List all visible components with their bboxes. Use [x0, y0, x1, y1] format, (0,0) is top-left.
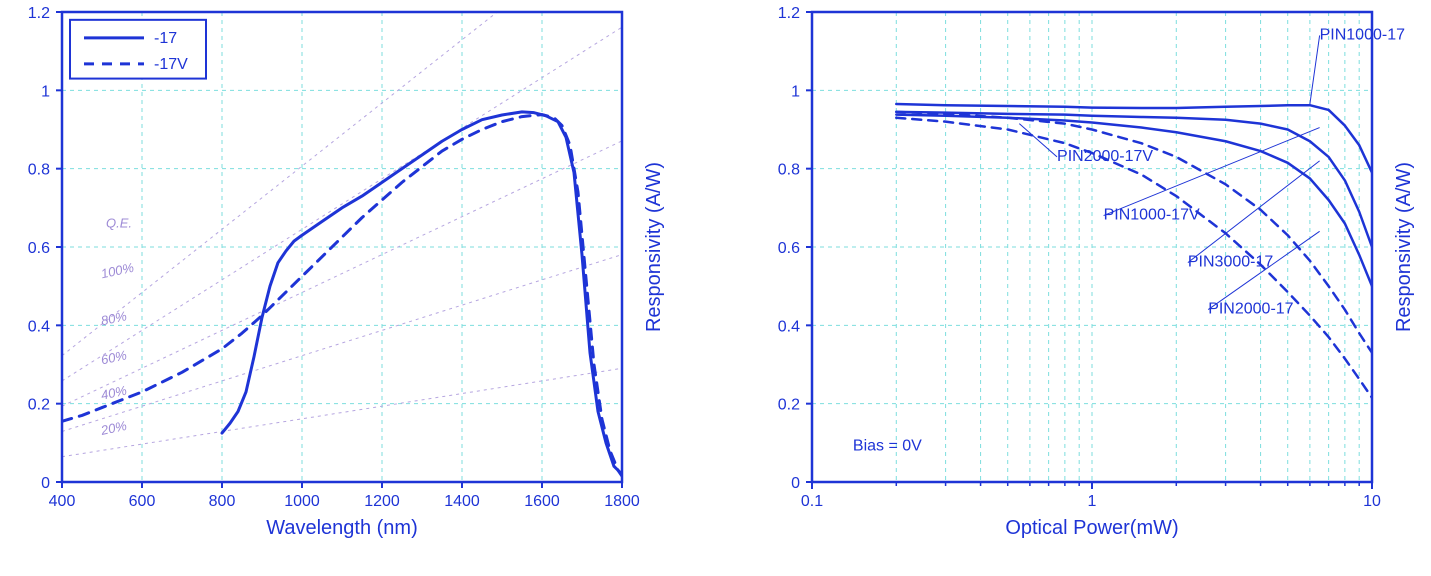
- x-tick-label: 1000: [284, 493, 320, 510]
- y-tick-label: 0.2: [778, 397, 800, 414]
- y-tick-label: 1: [41, 83, 50, 100]
- x-tick-label: 10: [1363, 493, 1381, 510]
- bias-label: Bias = 0V: [853, 438, 922, 455]
- y-tick-label: 0.4: [28, 318, 50, 335]
- annotation-label: PIN1000-17V: [1104, 207, 1200, 224]
- qe-line: [62, 27, 622, 381]
- annotation-label: PIN2000-17: [1208, 301, 1293, 318]
- x-tick-label: 600: [129, 493, 156, 510]
- qe-line: [62, 141, 622, 406]
- x-tick-label: 1400: [444, 493, 480, 510]
- x-tick-label: 800: [209, 493, 236, 510]
- legend-label: -17: [154, 30, 177, 47]
- series--17: [222, 112, 622, 474]
- x-axis-label: Wavelength (nm): [266, 517, 418, 539]
- series-group: [62, 112, 622, 476]
- qe-line: [62, 368, 622, 456]
- charts-page: 100%80%60%40%20%Q.E.40060080010001200140…: [0, 0, 1431, 576]
- annotation-leader: [1310, 35, 1320, 104]
- annotation-leader: [1019, 124, 1057, 157]
- x-tick-label: 1200: [364, 493, 400, 510]
- series-PIN1000-17V: [896, 112, 1372, 247]
- y-axis-label: Responsivity (A/W): [643, 162, 665, 332]
- y-tick-label: 0.6: [28, 240, 50, 257]
- left-chart: 100% 80% 60% 40% 20% Q.E. 400 600 800 1000 1200 140…: [28, 0, 665, 539]
- x-tick-label: 1: [1088, 493, 1097, 510]
- x-axis-label: Optical Power(mW): [1005, 517, 1178, 539]
- y-tick-label: 1.2: [28, 5, 50, 22]
- x-tick-label: 400: [49, 493, 76, 510]
- y-tick-label: 0.8: [778, 162, 800, 179]
- qe-title: Q.E.: [106, 215, 132, 230]
- legend-label: -17V: [154, 56, 188, 73]
- y-tick-label: 0.8: [28, 162, 50, 179]
- y-tick-label: 0.2: [28, 397, 50, 414]
- qe-label: 20%: [99, 418, 129, 438]
- qe-label: 40%: [100, 383, 129, 403]
- qe-label: 100%: [100, 260, 136, 282]
- qe-line: [62, 255, 622, 432]
- y-tick-label: 0: [791, 475, 800, 492]
- y-tick-label: 1.2: [778, 5, 800, 22]
- charts-svg: 100%80%60%40%20%Q.E.40060080010001200140…: [0, 0, 1431, 576]
- annotation-label: PIN2000-17V: [1057, 148, 1153, 165]
- qe-label: 60%: [100, 347, 129, 367]
- x-tick-label: 0.1: [801, 493, 823, 510]
- y-tick-label: 0.4: [778, 318, 800, 335]
- y-axis-label: Responsivity (A/W): [1393, 162, 1415, 332]
- x-tick-label: 1800: [604, 493, 640, 510]
- annotation-label: PIN3000-17: [1188, 254, 1273, 271]
- y-tick-label: 0: [41, 475, 50, 492]
- right-chart: PIN1000-17 PIN2000-17V PIN1000-17V PIN3000-…: [778, 5, 1415, 539]
- x-tick-label: 1600: [524, 493, 560, 510]
- annotation-label: PIN1000-17: [1320, 26, 1405, 43]
- y-tick-label: 1: [791, 83, 800, 100]
- qe-label: 80%: [100, 308, 129, 328]
- y-tick-label: 0.6: [778, 240, 800, 257]
